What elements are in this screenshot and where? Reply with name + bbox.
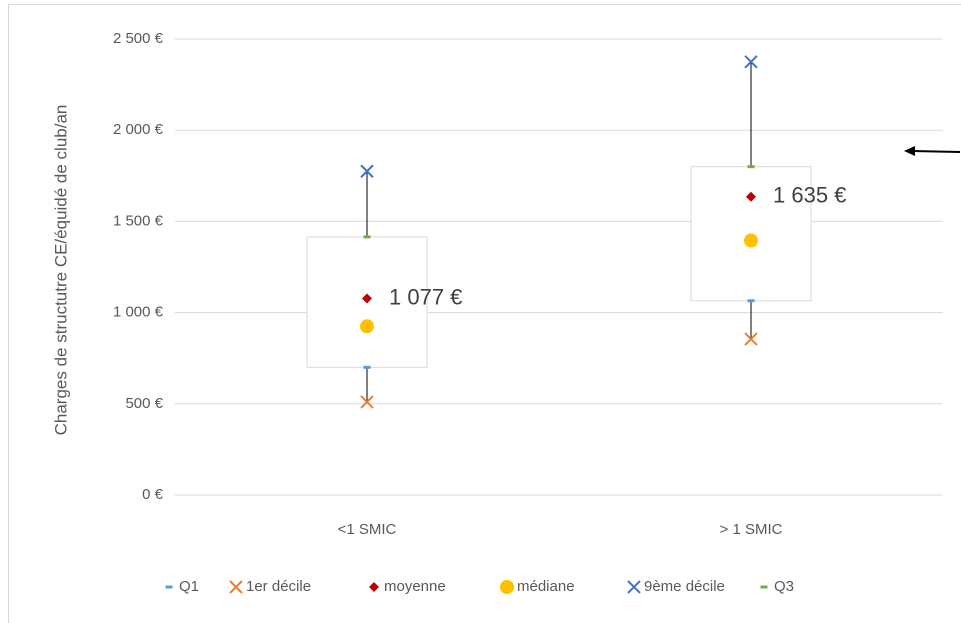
- arrow: [911, 150, 961, 153]
- legend-marker: [627, 580, 641, 594]
- marker: [360, 395, 374, 409]
- chart-frame: [8, 4, 961, 623]
- legend-marker: [369, 582, 379, 592]
- legend-label: 9ème décile: [644, 578, 725, 595]
- y-axis-label: Charges de structutre CE/équidé de club/…: [51, 105, 70, 436]
- legend-marker: [165, 585, 173, 589]
- marker: [360, 319, 374, 334]
- arrow-head: [904, 146, 915, 156]
- legend-label: médiane: [517, 578, 575, 595]
- marker: [744, 332, 758, 346]
- legend-marker: [229, 580, 243, 594]
- legend-label: 1er décile: [246, 578, 311, 595]
- legend-marker: [760, 585, 768, 589]
- y-tick-label: 2 000 €: [113, 121, 164, 138]
- marker: [744, 233, 758, 248]
- y-tick-label: 500 €: [125, 395, 163, 412]
- y-tick-label: 0 €: [142, 486, 164, 503]
- legend-label: Q3: [774, 578, 794, 595]
- marker: [363, 235, 371, 239]
- y-tick-label: 1 500 €: [113, 212, 164, 229]
- marker: [363, 365, 371, 369]
- y-tick-label: 1 000 €: [113, 304, 164, 321]
- data-label: 1 635 €: [773, 183, 846, 208]
- legend-label: Q1: [179, 578, 199, 595]
- marker: [362, 293, 372, 304]
- marker: [746, 191, 756, 202]
- marker: [744, 55, 758, 69]
- y-tick-label: 2 500 €: [113, 30, 164, 47]
- data-label: 1 077 €: [389, 284, 462, 309]
- x-tick-label: <1 SMIC: [338, 521, 397, 538]
- marker: [747, 165, 755, 169]
- x-tick-label: > 1 SMIC: [720, 521, 783, 538]
- legend-marker: [500, 580, 514, 594]
- marker: [360, 164, 374, 178]
- marker: [747, 299, 755, 303]
- legend-label: moyenne: [384, 578, 446, 595]
